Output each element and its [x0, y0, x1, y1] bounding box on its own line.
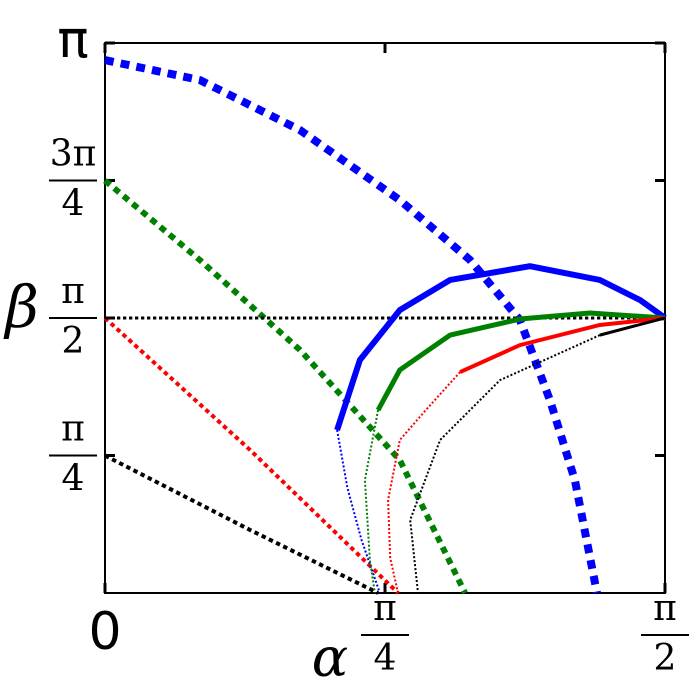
tick-label: 3π4 [49, 134, 97, 225]
tick-numerator: π [653, 588, 677, 629]
curve [103, 178, 468, 595]
x-axis-label: α [312, 626, 348, 689]
tick-denominator: 2 [654, 638, 677, 679]
tick-label: π4 [49, 409, 97, 500]
curve [104, 56, 601, 594]
curve [387, 371, 461, 594]
curve [104, 453, 379, 595]
tick-denominator: 4 [374, 638, 397, 679]
tick-label: π2 [641, 588, 689, 679]
tick-numerator: π [373, 588, 397, 629]
tick-label: π [57, 10, 88, 70]
tick-label: π4 [361, 588, 409, 679]
curve [363, 409, 380, 594]
tick-denominator: 2 [62, 321, 85, 362]
tick-label: π2 [49, 271, 97, 362]
curve [334, 263, 667, 431]
curve [599, 316, 666, 337]
tick-label: 0 [88, 602, 121, 662]
tick-numerator: π [61, 271, 85, 312]
tick-denominator: 4 [62, 184, 85, 225]
curve [375, 310, 666, 412]
curve [336, 429, 381, 594]
curve [459, 315, 666, 374]
curve [409, 334, 601, 594]
tick-denominator: 4 [62, 459, 85, 500]
tick-numerator: π [61, 409, 85, 450]
y-axis-label: β [3, 273, 39, 341]
curve [103, 316, 400, 595]
tick-numerator: 3π [50, 134, 97, 175]
